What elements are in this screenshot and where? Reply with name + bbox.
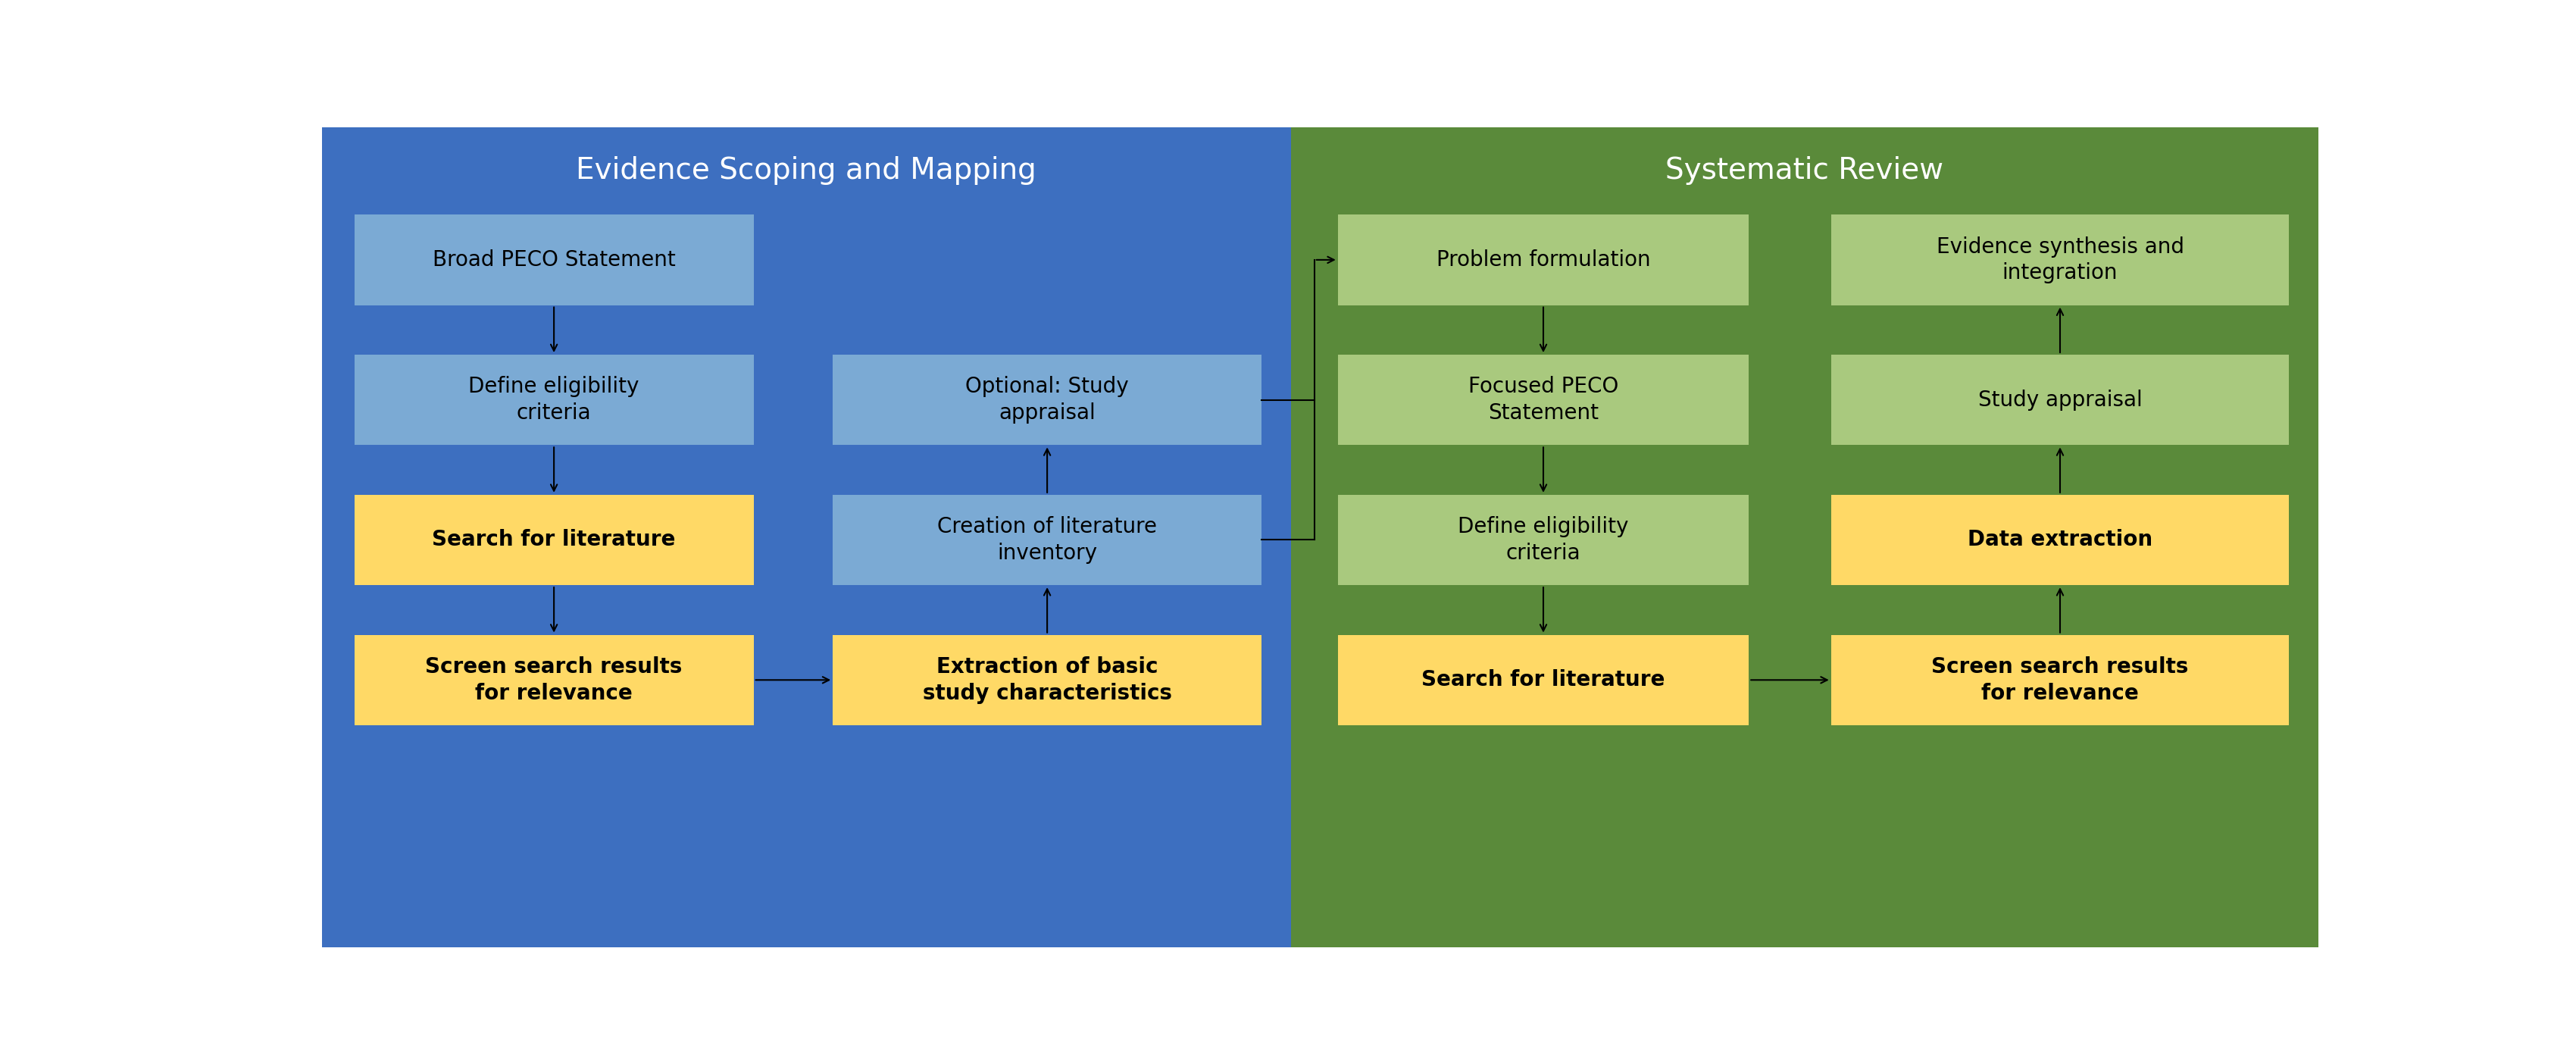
Text: Define eligibility
criteria: Define eligibility criteria	[1458, 516, 1628, 564]
FancyBboxPatch shape	[1337, 354, 1749, 445]
FancyBboxPatch shape	[1291, 128, 2318, 947]
FancyBboxPatch shape	[355, 215, 755, 305]
FancyBboxPatch shape	[832, 354, 1262, 445]
FancyBboxPatch shape	[355, 354, 755, 445]
Text: Systematic Review: Systematic Review	[1667, 156, 1945, 185]
FancyBboxPatch shape	[322, 128, 1291, 947]
FancyBboxPatch shape	[832, 495, 1262, 585]
Text: Focused PECO
Statement: Focused PECO Statement	[1468, 377, 1618, 423]
Text: Evidence synthesis and
integration: Evidence synthesis and integration	[1937, 236, 2184, 284]
FancyBboxPatch shape	[1337, 635, 1749, 726]
Text: Study appraisal: Study appraisal	[1978, 389, 2143, 411]
Text: Screen search results
for relevance: Screen search results for relevance	[425, 656, 683, 703]
Text: Broad PECO Statement: Broad PECO Statement	[433, 249, 675, 270]
Text: Data extraction: Data extraction	[1968, 529, 2154, 550]
FancyBboxPatch shape	[355, 635, 755, 726]
Text: Screen search results
for relevance: Screen search results for relevance	[1932, 656, 2190, 703]
FancyBboxPatch shape	[1832, 635, 2290, 726]
FancyBboxPatch shape	[1832, 354, 2290, 445]
Text: Define eligibility
criteria: Define eligibility criteria	[469, 377, 639, 423]
FancyBboxPatch shape	[1832, 495, 2290, 585]
Text: Optional: Study
appraisal: Optional: Study appraisal	[966, 377, 1128, 423]
FancyBboxPatch shape	[1832, 215, 2290, 305]
FancyBboxPatch shape	[355, 495, 755, 585]
Text: Extraction of basic
study characteristics: Extraction of basic study characteristic…	[922, 656, 1172, 703]
Text: Search for literature: Search for literature	[433, 529, 675, 550]
Text: Evidence Scoping and Mapping: Evidence Scoping and Mapping	[577, 156, 1036, 185]
Text: Search for literature: Search for literature	[1422, 669, 1664, 691]
Text: Problem formulation: Problem formulation	[1437, 249, 1651, 270]
FancyBboxPatch shape	[1337, 215, 1749, 305]
FancyBboxPatch shape	[1337, 495, 1749, 585]
FancyBboxPatch shape	[832, 635, 1262, 726]
Text: Creation of literature
inventory: Creation of literature inventory	[938, 516, 1157, 564]
